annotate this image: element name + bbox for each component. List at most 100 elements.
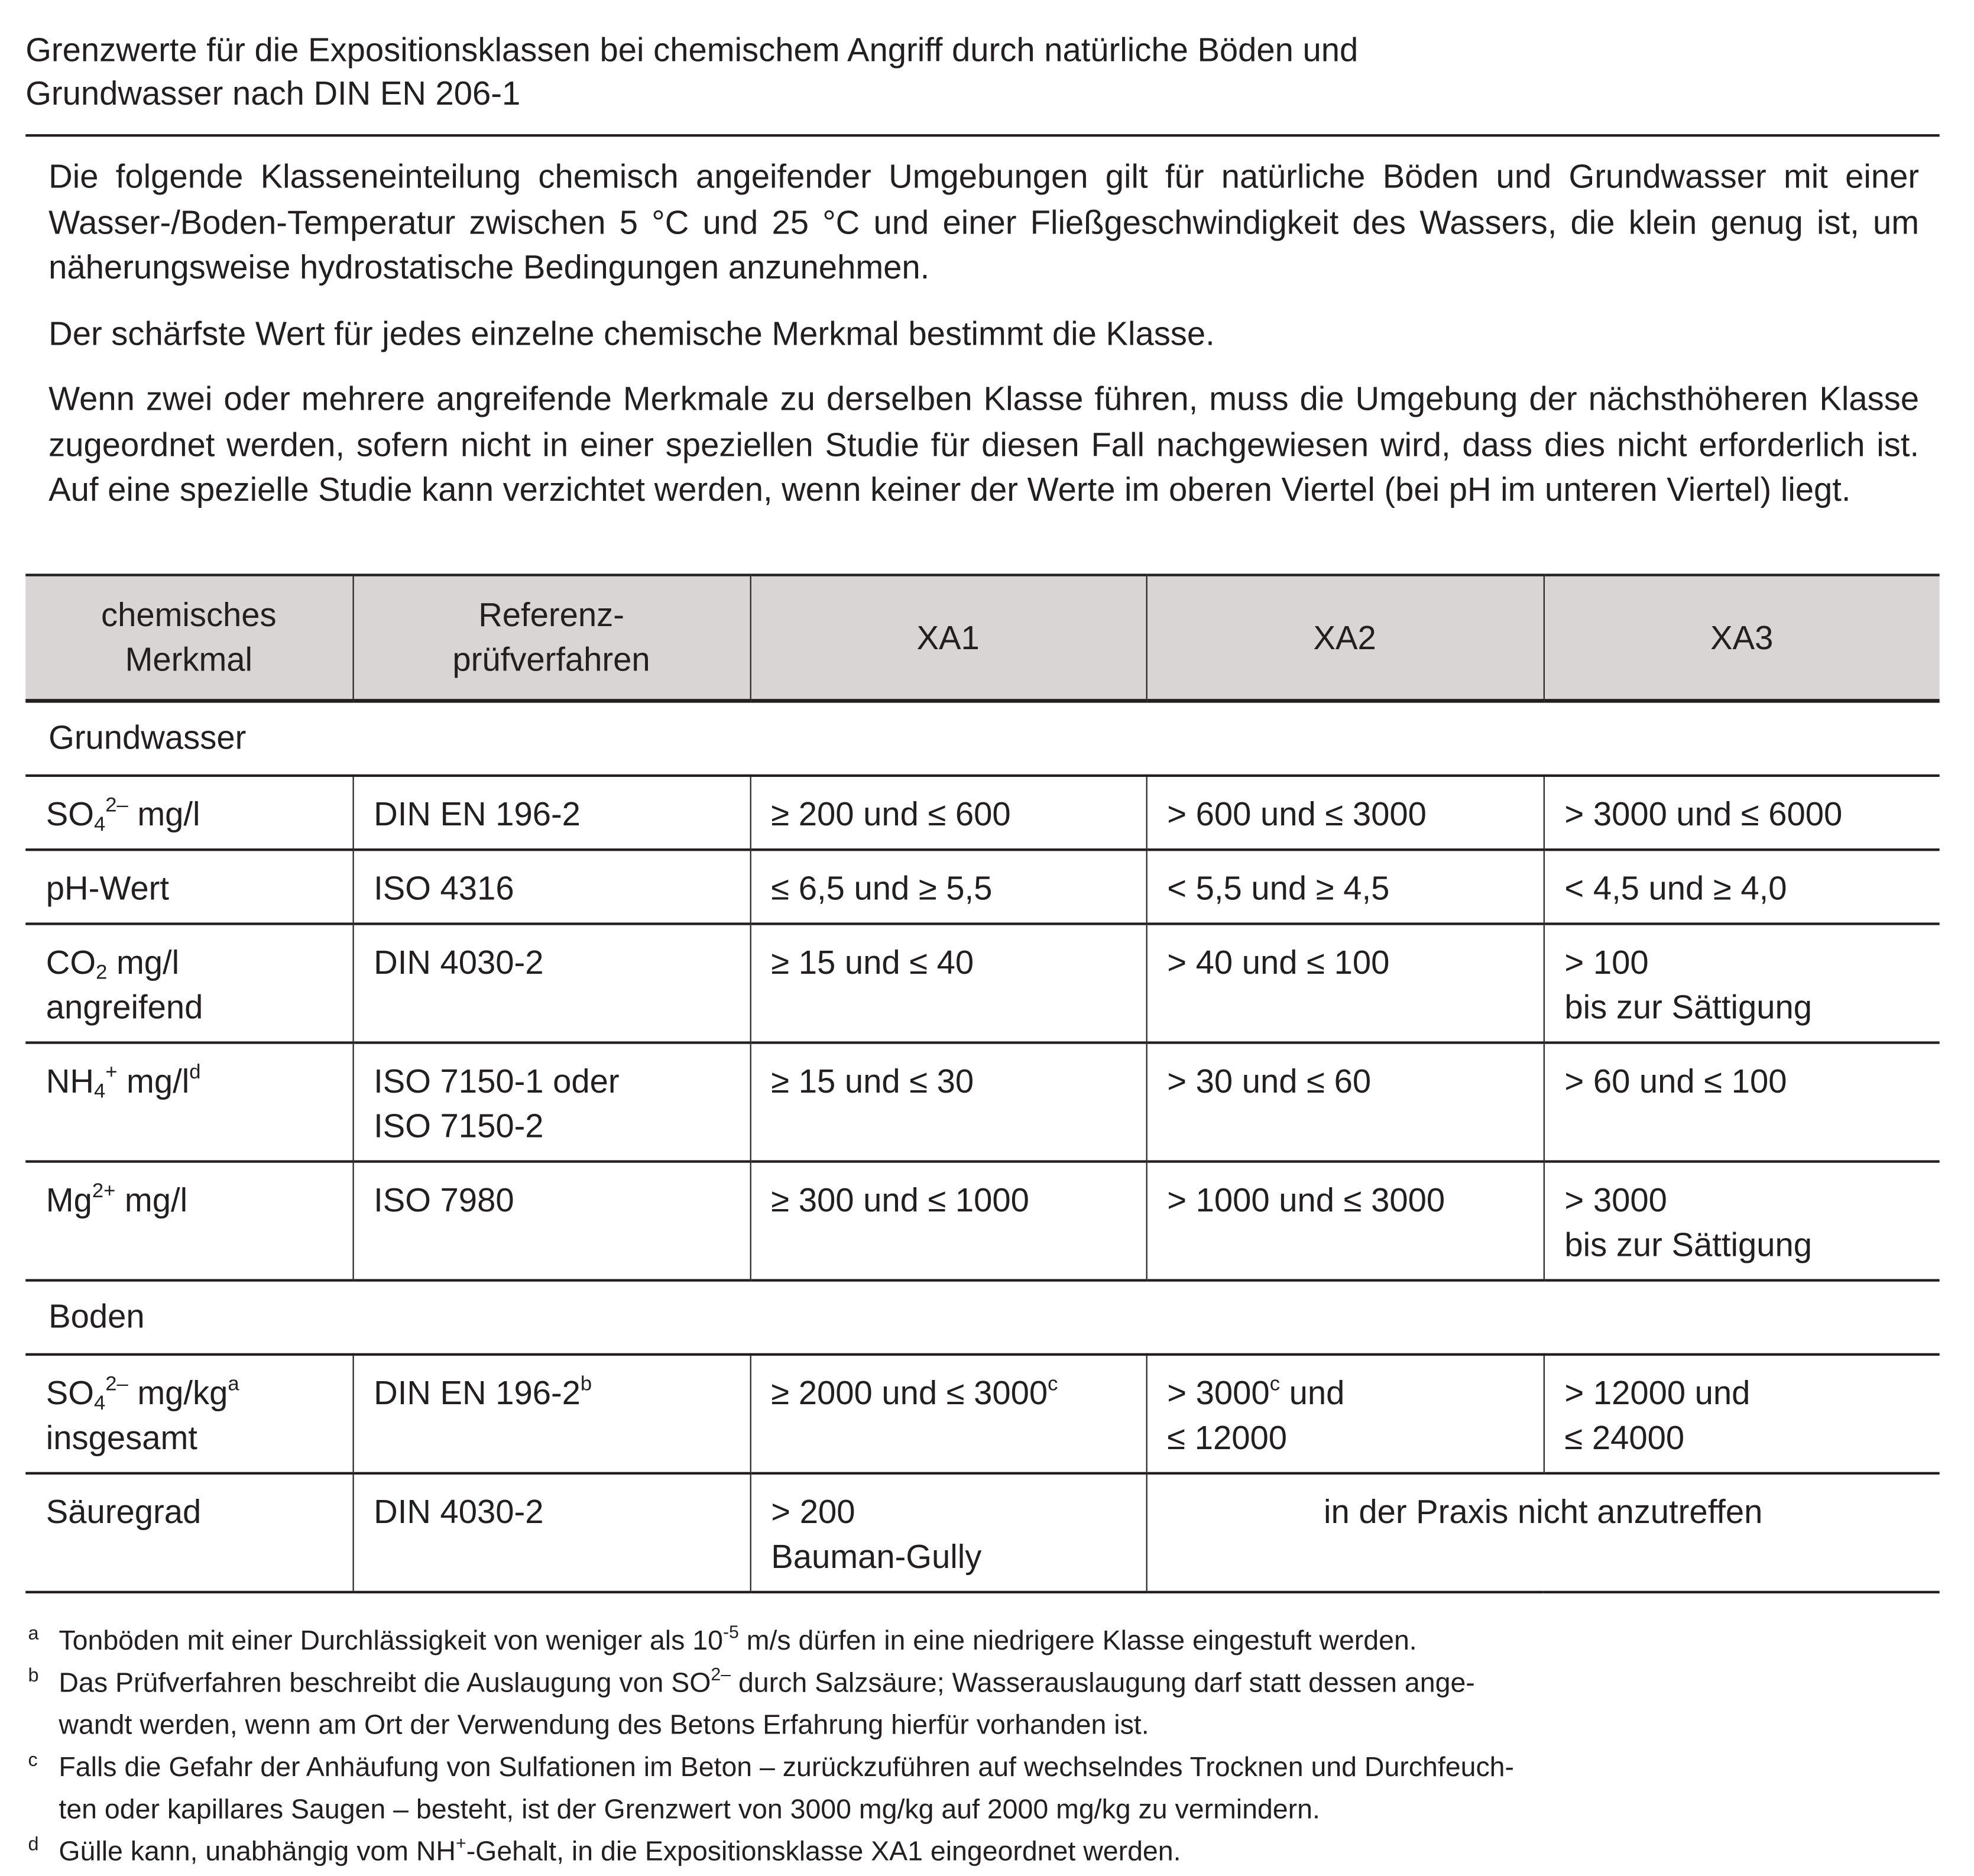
table-cell: Mg2+ mg/l — [25, 1161, 353, 1281]
title-rule — [25, 134, 1940, 137]
table-cell: ≥ 15 und ≤ 30 — [749, 1042, 1146, 1162]
table-cell: ≥ 15 und ≤ 40 — [749, 923, 1146, 1044]
text-segment: 4 — [93, 1080, 106, 1103]
footnote: d Gülle kann, unabhängig vom NH+-Gehalt, … — [25, 1831, 1942, 1873]
table-row: SO42– mg/kga insgesamt DIN EN 196-2b ≥ 200… — [25, 1353, 1940, 1474]
intro-paragraph: Wenn zwei oder mehrere angreifende Merkm… — [48, 379, 1920, 509]
section-row: Grundwasser — [25, 701, 1940, 776]
text-segment: 2 — [96, 961, 108, 984]
table-cell: > 60 und ≤ 100 — [1542, 1042, 1940, 1162]
text-segment: > 3000 — [1167, 1373, 1270, 1412]
intro-paragraph: Der schärfste Wert für jedes einzelne ch… — [48, 313, 1215, 352]
table-cell: SO42– mg/kga insgesamt — [25, 1353, 353, 1474]
text-segment: a — [228, 1373, 239, 1395]
table-cell: ISO 7150-1 oder ISO 7150-2 — [352, 1042, 750, 1162]
text-segment: > 60 und ≤ 100 — [1564, 1061, 1787, 1100]
text-segment: in der Praxis nicht anzutreffen — [1324, 1492, 1763, 1531]
table-cell: in der Praxis nicht anzutreffen — [1145, 1472, 1940, 1593]
table-cell: ISO 7980 — [352, 1161, 750, 1281]
text-segment: c — [1269, 1373, 1280, 1395]
text-segment: 2– — [105, 1373, 128, 1395]
text-segment: insgesamt — [46, 1417, 197, 1456]
exposure-class-table: chemisches Merkmal Referenz- prüfverfahre… — [25, 574, 1940, 1593]
text-segment: mg/l — [117, 1061, 190, 1100]
section-label: Grundwasser — [25, 701, 1940, 776]
text-segment: SO — [46, 794, 95, 833]
text-segment: > 100 bis zur Sättigung — [1564, 942, 1812, 1026]
text-segment: ISO 7980 — [374, 1180, 514, 1219]
text-segment: > 30 und ≤ 60 — [1167, 1061, 1372, 1100]
table-cell: > 200 Bauman-Gully — [749, 1472, 1146, 1593]
table-cell: DIN 4030-2 — [352, 1472, 750, 1593]
table-cell: ISO 4316 — [352, 849, 750, 925]
text-segment: Mg — [46, 1180, 92, 1219]
text-segment: d — [189, 1061, 201, 1083]
table-row: Mg2+ mg/l ISO 7980 ≥ 300 und ≤ 1000 > 1000 … — [25, 1161, 1940, 1281]
text-segment: NH — [46, 1061, 94, 1100]
footnote-text: Falls die Gefahr der Anhäufung von Sulfa… — [59, 1747, 1514, 1831]
table-cell: < 4,5 und ≥ 4,0 — [1542, 849, 1940, 925]
text-segment: ≥ 200 und ≤ 600 — [771, 794, 1011, 833]
text-segment: 2– — [711, 1663, 731, 1684]
intro-text: Die folgende Klasseneinteilung chemisch … — [48, 155, 1919, 534]
text-segment: c — [1048, 1373, 1058, 1395]
text-segment: -Gehalt, in die Expositionsklasse XA1 ei… — [466, 1836, 1181, 1867]
text-segment: DIN 4030-2 — [374, 942, 544, 981]
table-cell: DIN 4030-2 — [352, 923, 750, 1044]
text-segment: DIN 4030-2 — [374, 1492, 544, 1531]
text-segment: m/s dürfen in eine niedrigere Klasse ein… — [738, 1625, 1417, 1656]
text-segment: 2+ — [92, 1180, 116, 1202]
text-segment: 2– — [105, 794, 128, 816]
text-segment: ISO 4316 — [374, 868, 514, 907]
text-segment: mg/l — [128, 794, 200, 833]
text-segment: 4 — [94, 1392, 106, 1414]
intro-paragraph: Die folgende Klasseneinteilung chemisch … — [48, 157, 1920, 287]
text-segment: ISO 7150-1 oder ISO 7150-2 — [374, 1061, 620, 1145]
document-title: Grenzwerte für die Expositionsklassen be… — [25, 30, 1359, 113]
footnote-marker: d — [28, 1833, 39, 1856]
text-segment: > 3000 und ≤ 6000 — [1564, 794, 1843, 833]
table-cell: > 30 und ≤ 60 — [1145, 1042, 1544, 1162]
text-segment: < 5,5 und ≥ 4,5 — [1167, 868, 1390, 907]
table-row: NH4+ mg/ld ISO 7150-1 oder ISO 7150-2 ≥ 15… — [25, 1042, 1940, 1162]
text-segment: durch Salzsäure; Wasserauslaugung darf s… — [59, 1667, 1475, 1741]
footnote-marker: a — [28, 1622, 39, 1645]
table-cell: > 12000 und ≤ 24000 — [1542, 1353, 1940, 1474]
table-header-row: chemisches Merkmal Referenz- prüfverfahre… — [25, 574, 1940, 703]
text-segment: > 12000 und ≤ 24000 — [1564, 1373, 1751, 1456]
table-cell: ≤ 6,5 und ≥ 5,5 — [749, 849, 1146, 925]
text-segment: > 600 und ≤ 3000 — [1167, 794, 1427, 833]
table-cell: ≥ 2000 und ≤ 3000c — [749, 1353, 1146, 1474]
text-segment: SO — [46, 1373, 95, 1412]
table-cell: > 100 bis zur Sättigung — [1542, 923, 1940, 1044]
text-segment: mg/kg — [128, 1373, 228, 1412]
footnote-text: Gülle kann, unabhängig vom NH+-Gehalt, i… — [59, 1831, 1181, 1873]
table-cell: SO42– mg/l — [25, 775, 353, 851]
text-segment: ≤ 6,5 und ≥ 5,5 — [771, 868, 993, 907]
table-row: SO42– mg/l DIN EN 196-2 ≥ 200 und ≤ 600 > 6… — [25, 775, 1940, 851]
text-segment: DIN EN 196-2 — [374, 1373, 581, 1412]
column-header: XA3 — [1542, 574, 1940, 703]
text-segment: ≥ 15 und ≤ 40 — [771, 942, 974, 981]
table-cell: DIN EN 196-2b — [352, 1353, 750, 1474]
table-cell: > 600 und ≤ 3000 — [1145, 775, 1544, 851]
column-header: Referenz- prüfverfahren — [352, 574, 750, 703]
table-cell: > 3000 und ≤ 6000 — [1542, 775, 1940, 851]
text-segment: Tonböden mit einer Durchlässigkeit von w… — [59, 1625, 723, 1656]
text-segment: < 4,5 und ≥ 4,0 — [1564, 868, 1787, 907]
section-label: Boden — [25, 1279, 1940, 1355]
table-cell: > 3000 bis zur Sättigung — [1542, 1161, 1940, 1281]
table-cell: NH4+ mg/ld — [25, 1042, 353, 1162]
table-cell: ≥ 300 und ≤ 1000 — [749, 1161, 1146, 1281]
footnotes: a Tonböden mit einer Durchlässigkeit von … — [25, 1620, 1942, 1873]
text-segment: b — [580, 1373, 592, 1395]
text-segment: Gülle kann, unabhängig vom NH — [59, 1836, 456, 1867]
text-segment: > 3000 bis zur Sättigung — [1564, 1180, 1812, 1263]
text-segment: Das Prüfverfahren beschreibt die Auslaug… — [59, 1667, 711, 1699]
text-segment: 4 — [94, 813, 106, 835]
text-segment: CO — [46, 942, 96, 981]
table-cell: < 5,5 und ≥ 4,5 — [1145, 849, 1544, 925]
section-row: Boden — [25, 1279, 1940, 1355]
text-segment: > 200 Bauman-Gully — [771, 1492, 982, 1575]
